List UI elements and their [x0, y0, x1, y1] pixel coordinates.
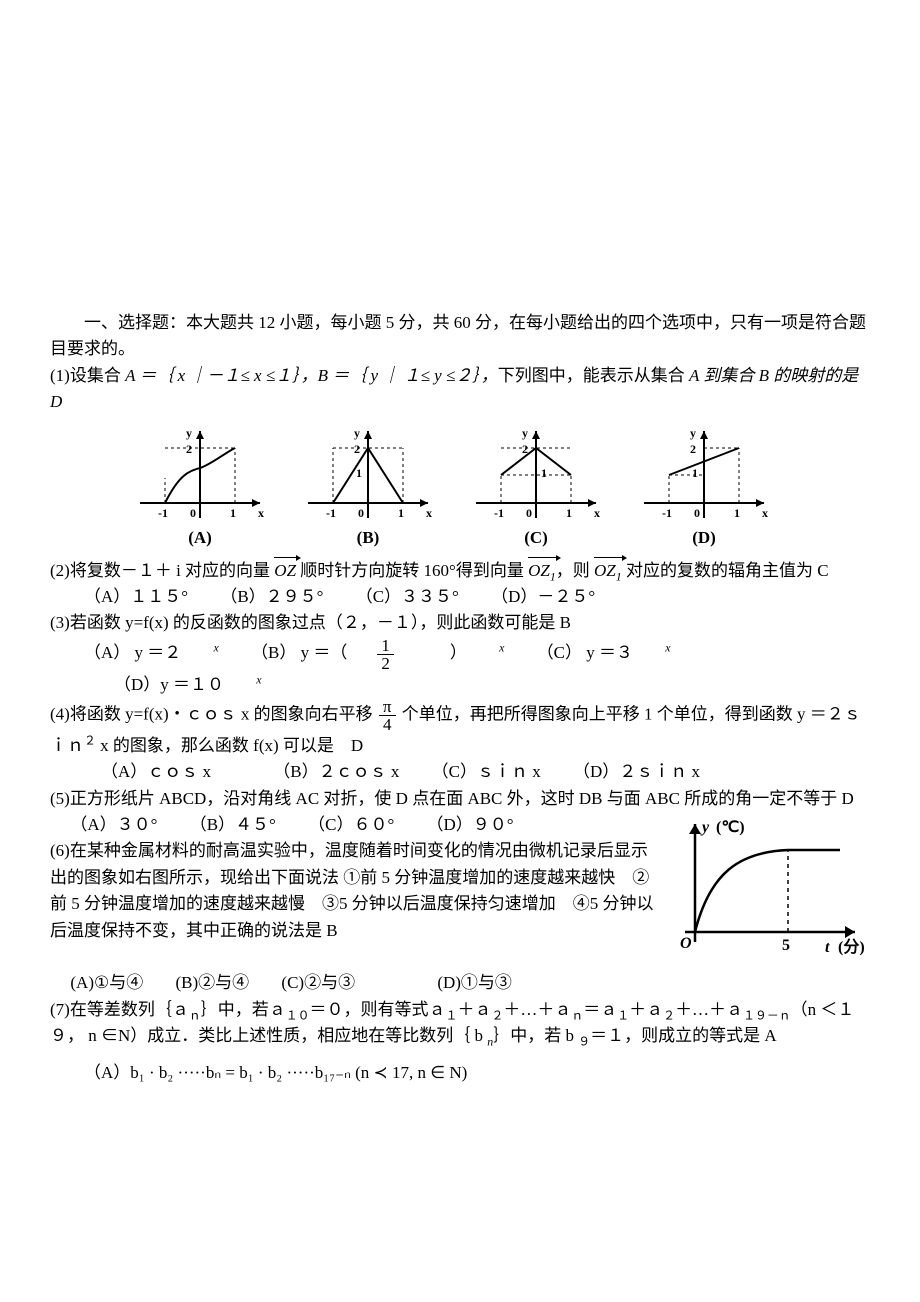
q4-stem-a: (4)将函数 y=f(x)・ｃｏｓ x 的图象向右平移 [50, 705, 377, 724]
q2-stem-d: 对应的复数的辐角主值为 C [622, 561, 829, 580]
q6-choice-B: (B)②与④ [175, 973, 249, 992]
q1-setA: A ＝｛ x ｜－１≤ x ≤１｝， [125, 366, 318, 385]
svg-text:y: y [690, 426, 696, 440]
q1-graph-B: x y -1 0 1 2 1 (B) [298, 423, 438, 551]
svg-text:0: 0 [694, 506, 700, 520]
section-header: 一、选择题：本大题共 12 小题，每小题 5 分，共 60 分，在每小题给出的四… [50, 310, 870, 363]
q2-choice-A: （A）１１５° [84, 587, 188, 606]
q2-choices: （A）１１５° （B）２９５° （C）３３５° （D）－２５° [84, 584, 870, 610]
q2-vec2: OZ1 [528, 558, 556, 584]
q2-stem-c: ，则 [556, 561, 594, 580]
q6-block: （A）３０° （B）４５° （C）６０° （D）９０° (6)在某种金属材料的耐… [50, 812, 870, 970]
q1-graph-A-label: (A) [130, 525, 270, 551]
svg-text:y: y [522, 426, 528, 440]
q4-choice-C: （C）ｓｉｎ x [432, 762, 541, 781]
svg-text:-1: -1 [662, 506, 672, 520]
svg-text:x: x [426, 506, 432, 520]
q3-choices: （A） y ＝２ x （B） y ＝（12） x （C） y ＝３ x （D）y… [84, 637, 870, 698]
svg-text:0: 0 [358, 506, 364, 520]
svg-text:1: 1 [398, 506, 404, 520]
svg-text:5: 5 [782, 937, 790, 954]
q2-choice-B: （B）２９５° [220, 587, 323, 606]
svg-text:(分): (分) [838, 938, 865, 956]
svg-text:1: 1 [566, 506, 572, 520]
svg-text:x: x [594, 506, 600, 520]
q1-graph-C-label: (C) [466, 525, 606, 551]
svg-text:2: 2 [354, 442, 360, 456]
q2-vec1: OZ [274, 558, 296, 584]
q5-choice-B: （B）４５° [190, 815, 276, 834]
q6-choice-A: (A)①与④ [70, 973, 143, 992]
q5-stem: (5)正方形纸片 ABCD，沿对角线 AC 对折，使 D 点在面 ABC 外，这… [50, 786, 870, 812]
q1-stem-b: 下列图中，能表示从集合 [498, 366, 689, 385]
q5-choice-D: （D）９０° [427, 815, 514, 834]
q1-graph-B-label: (B) [298, 525, 438, 551]
q5-choices: （A）３０° （B）４５° （C）６０° （D）９０° [70, 812, 654, 838]
q1-graph-D-label: (D) [634, 525, 774, 551]
q2-stem-b: 顺时针方向旋转 160°得到向量 [296, 561, 528, 580]
svg-text:1: 1 [734, 506, 740, 520]
svg-text:-1: -1 [494, 506, 504, 520]
svg-text:2: 2 [690, 442, 696, 456]
q6-choice-D: (D)①与③ [437, 973, 512, 992]
svg-text:1: 1 [541, 466, 547, 480]
q5-choice-C: （C）６０° [308, 815, 394, 834]
svg-text:y: y [700, 819, 710, 836]
q1-setB: B ＝｛ y ｜ １≤ y ≤２｝， [318, 366, 498, 385]
svg-text:x: x [762, 506, 768, 520]
q3-choice-B: （B） y ＝（12） x [251, 643, 504, 662]
svg-text:1: 1 [230, 506, 236, 520]
q4-choices: （A）ｃｏｓ x （B）２ｃｏｓ x （C）ｓｉｎ x （D）２ｓｉｎ x [101, 759, 870, 785]
axis-y-label: y [186, 426, 192, 440]
svg-text:t: t [825, 939, 830, 956]
q4-choice-B: （B）２ｃｏｓ x [273, 762, 399, 781]
q1-stem-a: (1)设集合 [50, 366, 125, 385]
q5-choice-A: （A）３０° [70, 815, 157, 834]
q2-stem-a: (2)将复数－１＋ i 对应的向量 [50, 561, 274, 580]
q2-choice-C: （C）３３５° [356, 587, 459, 606]
svg-text:-1: -1 [326, 506, 336, 520]
q1-graphs: x y -1 0 1 2 (A) x y -1 0 1 2 1 [130, 423, 870, 551]
q3-stem: (3)若函数 y=f(x) 的反函数的图象过点（２，－１），则此函数可能是 B [50, 610, 870, 636]
svg-text:2: 2 [186, 442, 192, 456]
q6-choices: (A)①与④ (B)②与④ (C)②与③ (D)①与③ [70, 970, 870, 996]
svg-text:1: 1 [692, 466, 698, 480]
q2-choice-D: （D）－２５° [491, 587, 595, 606]
q4-choice-A: （A）ｃｏｓ x [101, 762, 211, 781]
q2-stem: (2)将复数－１＋ i 对应的向量 OZ 顺时针方向旋转 160°得到向量 OZ… [50, 558, 870, 584]
q3-choice-D: （D）y ＝１０ x [114, 675, 262, 694]
svg-text:0: 0 [190, 506, 196, 520]
svg-text:(℃): (℃) [716, 819, 745, 836]
q6-graph: y (℃) t (分) O 5 [660, 812, 870, 970]
q1-graph-C: x y -1 0 1 2 1 (C) [466, 423, 606, 551]
q3-choice-A: （A） y ＝２ x [84, 643, 219, 662]
q4-choice-D: （D）２ｓｉｎ x [573, 762, 700, 781]
q3-choice-C: （C） y ＝３ x [537, 643, 671, 662]
q2-vec3: OZ1 [594, 558, 622, 584]
q1-graph-D: x y -1 0 1 2 1 (D) [634, 423, 774, 551]
q1-stem: (1)设集合 A ＝｛ x ｜－１≤ x ≤１｝，B ＝｛ y ｜ １≤ y ≤… [50, 363, 870, 416]
svg-text:1: 1 [356, 466, 362, 480]
q7-choice-A: （A）b₁ · b₂ ·····bₙ = b₁ · b₂ ·····b₁₇₋ₙ … [84, 1060, 870, 1086]
svg-text:0: 0 [526, 506, 532, 520]
q1-graph-A: x y -1 0 1 2 (A) [130, 423, 270, 551]
svg-text:O: O [680, 935, 692, 952]
q6-choice-C: (C)②与③ [281, 973, 355, 992]
q4-stem: (4)将函数 y=f(x)・ｃｏｓ x 的图象向右平移 π4 个单位，再把所得图… [50, 698, 870, 759]
q6-stem: (6)在某种金属材料的耐高温实验中，温度随着时间变化的情况由微机记录后显示出的图… [50, 838, 654, 943]
q7-stem: (7)在等差数列｛ａｎ｝中，若ａ１０＝０，则有等式ａ１＋ａ２＋…＋ａｎ＝ａ１＋ａ… [50, 997, 870, 1050]
svg-text:-1: -1 [158, 506, 168, 520]
q4-stem-c: x 的图象，那么函数 f(x) 可以是 D [96, 736, 363, 755]
svg-text:y: y [354, 426, 360, 440]
axis-x-label: x [258, 506, 264, 520]
